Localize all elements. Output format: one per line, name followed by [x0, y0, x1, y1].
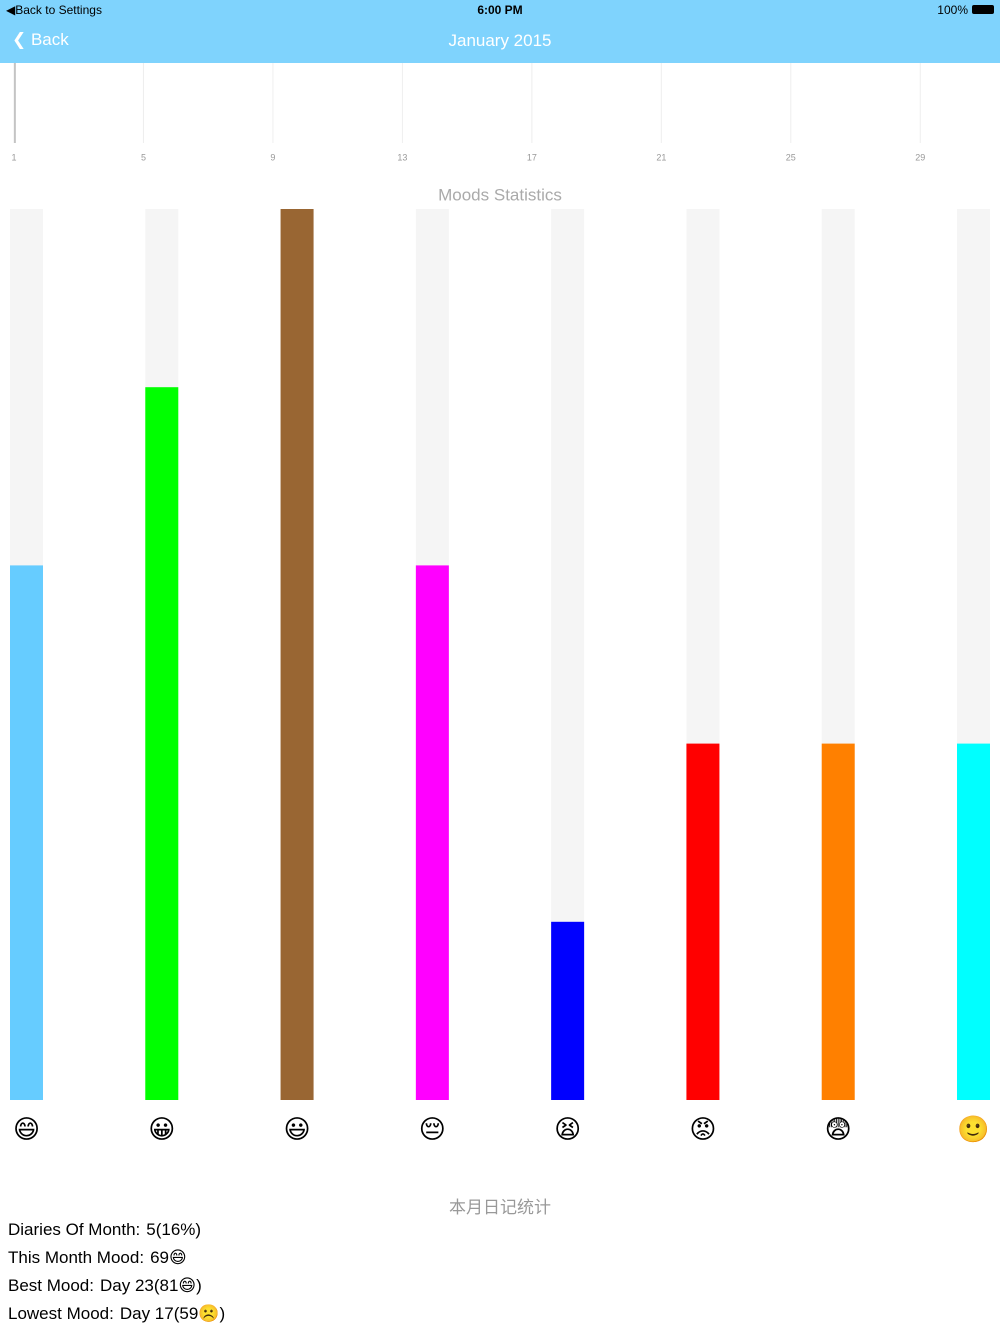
header: ◀Back to Settings 6:00 PM 100% ❮ Back Ja…: [0, 0, 1000, 63]
stat-value: Day 17(59☹️): [119, 1304, 226, 1323]
stat-label: Diaries Of Month:: [8, 1220, 141, 1239]
status-battery: 100%: [937, 3, 968, 17]
stats-title: 本月日记统计: [449, 1198, 551, 1217]
stat-value: 5(16%): [146, 1220, 202, 1239]
stat-label: This Month Mood:: [8, 1248, 145, 1267]
x-tick-label: 21: [656, 152, 666, 162]
stat-value: Day 23(81😄): [100, 1276, 202, 1295]
stat-row: Best Mood: Day 23(81😄): [8, 1276, 208, 1296]
x-tick-label: 1: [11, 152, 16, 162]
stat-row: This Month Mood: 69😄: [8, 1248, 193, 1268]
stat-value: 69😄: [150, 1248, 187, 1267]
status-time: 6:00 PM: [477, 3, 523, 17]
x-tick-label: 5: [141, 152, 146, 162]
back-text[interactable]: Back: [30, 30, 69, 49]
bar: [957, 743, 990, 1100]
x-tick-label: 17: [527, 152, 537, 162]
bar: [415, 565, 449, 1100]
x-tick-label: 😀: [148, 1114, 175, 1144]
x-tick-label: 13: [397, 152, 407, 162]
stat-label: Best Mood:: [8, 1276, 94, 1295]
x-tick-label: 😔: [419, 1114, 446, 1144]
x-tick-label: 🙂: [957, 1114, 989, 1144]
x-tick-label: 😡: [689, 1114, 716, 1144]
status-back-text[interactable]: Back to Settings: [15, 3, 102, 17]
x-tick-label: 9: [270, 152, 275, 162]
x-tick-label: 😨: [825, 1114, 852, 1144]
bar: [280, 209, 314, 1100]
status-back[interactable]: ◀Back to Settings: [6, 3, 102, 17]
x-tick-label: 😃: [284, 1114, 311, 1144]
chart-title: Moods Statistics: [438, 185, 562, 204]
nav-title: January 2015: [448, 31, 552, 50]
x-tick-label: 😄: [13, 1114, 40, 1144]
stat-label: Lowest Mood:: [8, 1304, 114, 1323]
bar: [10, 565, 43, 1100]
bar: [145, 387, 179, 1100]
x-tick-label: 😫: [554, 1114, 581, 1144]
stat-row: Lowest Mood: Day 17(59☹️): [8, 1304, 231, 1324]
bar: [551, 921, 585, 1100]
bar: [686, 743, 720, 1100]
x-tick-label: 29: [915, 152, 925, 162]
x-tick-label: 25: [786, 152, 796, 162]
battery-icon: [972, 5, 994, 14]
bar: [821, 743, 855, 1100]
back-button[interactable]: ❮ Back: [12, 30, 69, 49]
stat-row: Diaries Of Month: 5(16%): [8, 1220, 207, 1240]
